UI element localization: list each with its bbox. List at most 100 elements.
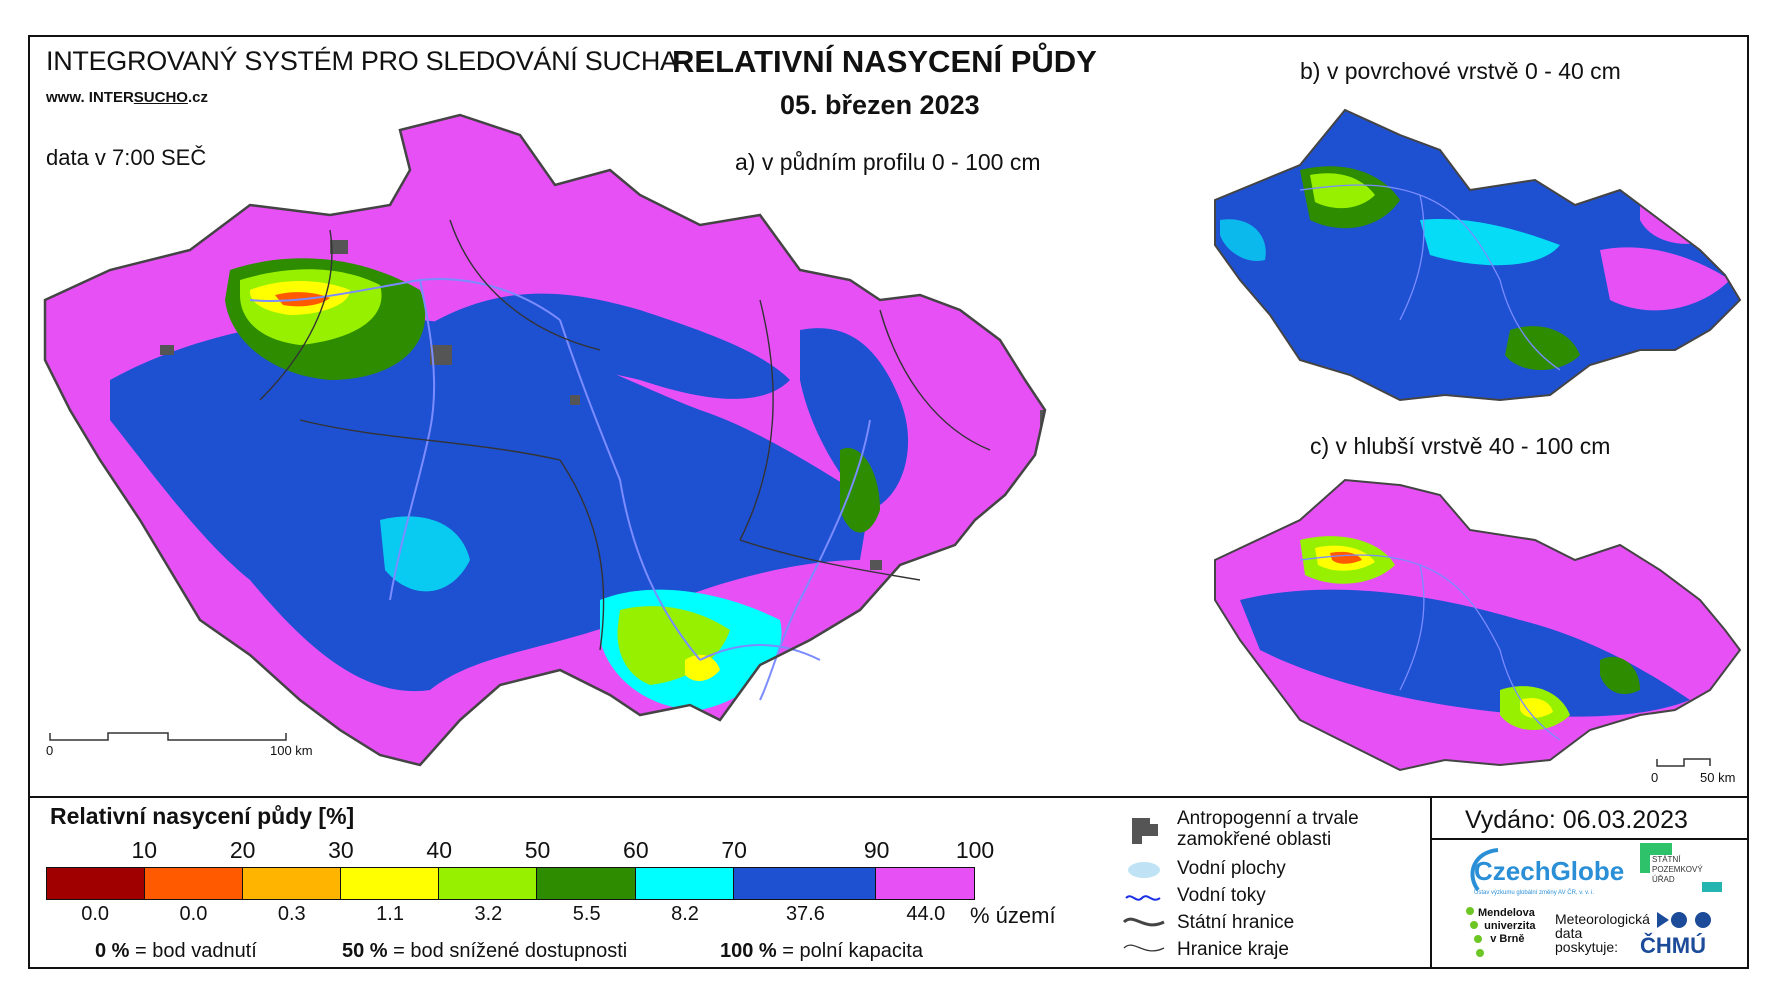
explain-wilting-value: 0 % [95,940,130,962]
legend-class-pct: 37.6 [785,903,825,925]
map-b [1215,110,1740,400]
map-legend-symbols [1122,818,1165,952]
state-border-b [1214,108,1742,402]
state-border-c [1214,478,1742,772]
legend-tick-label: 90 [863,837,890,863]
legend-class-pct: 3.2 [474,903,503,925]
legend-class-pct: 1.1 [376,903,404,925]
issued-date: Vydáno: 06.03.2023 [1465,806,1688,834]
mendel-l1: Mendelova [1478,907,1535,919]
chmu-logo-icon [1657,912,1711,928]
issued-divider [1430,838,1749,840]
spu-logo: STÁTNÍ POZEMKOVÝ ÚŘAD [1652,855,1703,885]
website-suffix: .cz [187,89,208,106]
map-a [45,115,1045,765]
legend-tick-label: 100 [955,837,995,863]
legend-tick-label: 50 [524,837,551,863]
scale-c-end: 50 km [1700,770,1736,785]
legend-tick-label: 60 [623,837,649,863]
czechglobe-arc-icon [1470,848,1499,892]
legend-tick-label: 40 [426,837,453,863]
explain-reduced-value: 50 % [342,940,388,962]
spu-l3: ÚŘAD [1652,875,1675,884]
meteo-l1: Meteorologická [1555,911,1650,927]
state-border-icon [1122,917,1165,927]
rivers-a [249,278,871,701]
legend-class-swatch [145,868,244,899]
rivers-c [1299,554,1561,741]
explain-wilting-text: = bod vadnutí [135,940,257,962]
spu-logo-icon-bar [1640,843,1650,873]
maps-canvas [43,108,1742,772]
legend-color-bar [46,867,975,900]
mendel-dots-icon [1466,907,1484,957]
map-date: 05. březen 2023 [780,90,980,120]
map-c-title: c) v hlubší vrstvě 40 - 100 cm [1310,433,1611,459]
chmu-logo: ČHMÚ [1640,933,1706,958]
mendel-l3: v Brně [1490,933,1525,945]
legend-anthropogenic: Antropogenní a trvale zamokřené oblasti [1177,808,1359,850]
meteo-provider: Meteorologická data poskytuje: [1555,912,1650,954]
data-time: data v 7:00 SEČ [46,145,207,170]
legend-class-swatch [439,868,538,899]
scale-a-start: 0 [46,743,54,758]
legend-class-pct: 8.2 [671,903,699,925]
czechglobe-subtitle: Ústav výzkumu globální změny AV ČR, v. v… [1474,890,1595,896]
legend-tick-label: 30 [328,837,354,863]
page-title: RELATIVNÍ NASYCENÍ PŮDY [672,44,1097,79]
anthropogenic-icon [1132,818,1158,844]
legend-region-border: Hranice kraje [1177,939,1289,960]
legend-tick-label: 70 [721,837,747,863]
legend-divider [28,796,1749,798]
legend-title: Relativní nasycení půdy [%] [50,803,355,829]
state-border-a [43,113,1047,767]
scale-c-start: 0 [1651,770,1659,785]
footer-divider [1430,796,1432,969]
legend-class-swatch [635,868,734,899]
map-b-title: b) v povrchové vrstvě 0 - 40 cm [1300,58,1621,84]
legend-pct-unit: % území [970,903,1056,928]
legend-class-swatch [537,868,636,899]
legend-class-swatch [733,868,876,899]
legend-class-pct: 0.0 [81,903,110,925]
spu-logo-square [1702,882,1722,892]
river-icon [1125,895,1161,901]
legend-class-pct: 0.3 [277,903,306,925]
scale-bar-c [1656,758,1711,767]
legend-class-pct: 5.5 [572,903,601,925]
website-prefix: www. INTER [46,89,134,106]
legend-class-swatch [243,868,342,899]
legend-class-swatch [47,868,146,899]
scale-a-end: 100 km [270,743,313,758]
meteo-l3: poskytuje: [1555,939,1619,955]
explain-reduced: 50 % = bod snížené dostupnosti [342,940,627,963]
website-underlined: SUCHO [133,89,188,106]
map-c [1215,480,1740,770]
region-border-icon [1123,944,1165,952]
spu-l2: POZEMKOVÝ [1652,865,1703,874]
legend-class-pct: 0.0 [179,903,208,925]
system-title: INTEGROVANÝ SYSTÉM PRO SLEDOVÁNÍ SUCHA [46,46,678,76]
website-link[interactable]: www. INTERSUCHO.cz [46,89,208,106]
water-body-icon [1128,862,1160,878]
explain-capacity: 100 % = polní kapacita [720,940,923,963]
explain-reduced-text: = bod snížené dostupnosti [393,940,628,962]
rivers-b [1299,184,1561,371]
legend-state-border: Státní hranice [1177,912,1295,933]
explain-wilting: 0 % = bod vadnutí [95,940,257,963]
explain-capacity-value: 100 % [720,940,777,962]
region-borders-a [259,219,991,651]
legend-rivers: Vodní toky [1177,885,1266,906]
legend-tick-label: 20 [229,837,256,863]
explain-capacity-text: = polní kapacita [782,940,923,962]
mendel-logo: Mendelova univerzita v Brně [1478,907,1535,946]
map-a-title: a) v půdním profilu 0 - 100 cm [735,149,1041,175]
legend-water-bodies: Vodní plochy [1177,858,1286,879]
meteo-l2: data [1555,925,1583,941]
legend-anthropogenic-l1: Antropogenní a trvale [1177,808,1359,829]
legend-class-swatch [341,868,440,899]
legend-tick-label: 10 [131,837,158,863]
spu-l1: STÁTNÍ [1652,855,1681,864]
legend-class-pct: 44.0 [906,903,946,925]
mendel-l2: univerzita [1484,920,1536,932]
